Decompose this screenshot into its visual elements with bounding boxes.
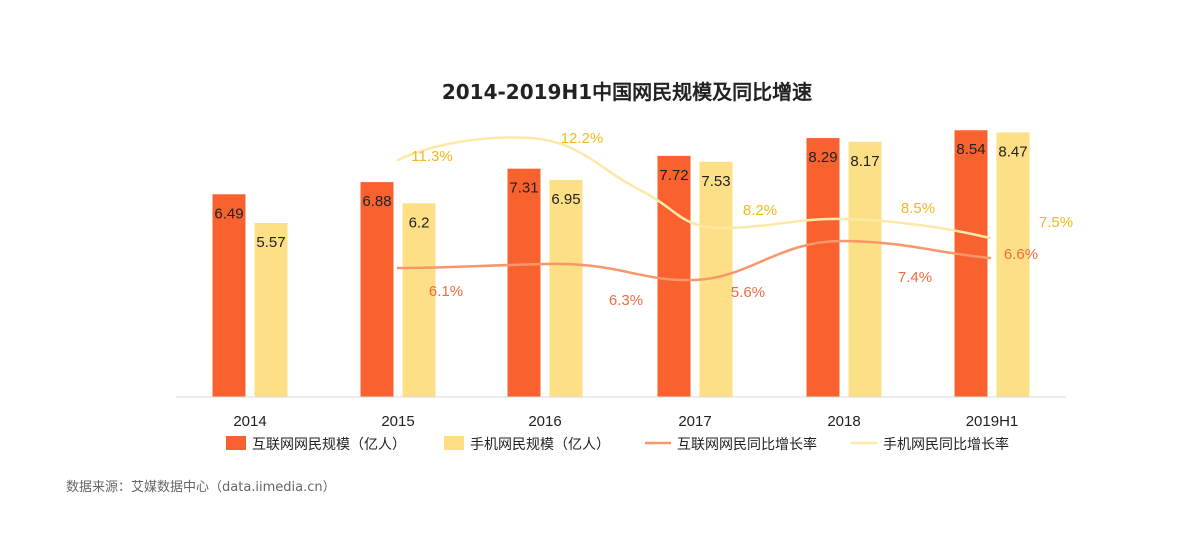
legend-label-1: 互联网网民规模（亿人） — [252, 437, 406, 453]
internet-users-label-2016: 7.31 — [509, 180, 538, 197]
mobile-users-label-2015: 6.2 — [409, 214, 430, 231]
internet-growth-label-2018: 7.4% — [898, 269, 932, 286]
internet-growth-label-2016: 6.3% — [609, 292, 643, 309]
internet-users-bar-2015 — [360, 182, 394, 397]
internet-users-bar-2016 — [507, 168, 541, 397]
legend: 互联网网民规模（亿人） 手机网民规模（亿人） 互联网网民同比增长率 手机网民同比增长率 — [226, 436, 1009, 453]
internet-users-label-2019H1: 8.54 — [956, 141, 985, 158]
mobile-growth-label-2019H1: 7.5% — [1039, 214, 1073, 231]
internet-growth-label-2017: 5.6% — [731, 284, 765, 301]
internet-users-bar-2014 — [212, 194, 246, 397]
bars-layer: 6.49 6.88 7.31 7.72 8.29 8.54 5.57 6.2 6.95 7.53 8… — [212, 130, 1030, 398]
legend-swatch-1 — [226, 436, 246, 450]
mobile-users-bar-2014 — [254, 223, 288, 397]
internet-users-bar-2019H1 — [954, 130, 988, 398]
mobile-users-label-2017: 7.53 — [701, 173, 730, 190]
x-tick-label-2019H1: 2019H1 — [966, 413, 1019, 430]
x-tick-label-2018: 2018 — [827, 413, 860, 430]
mobile-users-label-2018: 8.17 — [850, 153, 879, 170]
internet-users-bar-2018 — [806, 138, 840, 397]
x-tick-label-2016: 2016 — [528, 413, 561, 430]
mobile-users-bar-2016 — [549, 179, 583, 397]
lines-layer: 6.1% 6.3% 5.6% 7.4% 6.6% 11.3% 12.2% 8.2% 8.5% 7.… — [396, 130, 1073, 309]
chart-title: 2014-2019H1中国网民规模及同比增速 — [442, 80, 812, 104]
legend-label-4: 手机网民同比增长率 — [883, 436, 1009, 453]
internet-users-label-2014: 6.49 — [214, 205, 243, 222]
mobile-users-bar-2015 — [402, 203, 436, 397]
internet-growth-label-2019H1: 6.6% — [1004, 246, 1038, 263]
internet-users-label-2015: 6.88 — [362, 193, 391, 210]
internet-users-label-2017: 7.72 — [659, 167, 688, 184]
mobile-users-bar-2019H1 — [996, 132, 1030, 397]
x-tick-label-2015: 2015 — [381, 413, 414, 430]
legend-swatch-2 — [444, 436, 464, 450]
internet-growth-label-2015: 6.1% — [429, 283, 463, 300]
internet-users-label-2018: 8.29 — [808, 149, 837, 166]
legend-label-2: 手机网民规模（亿人） — [470, 437, 610, 453]
mobile-users-label-2019H1: 8.47 — [998, 143, 1027, 160]
x-tick-label-2017: 2017 — [678, 413, 711, 430]
x-tick-label-2014: 2014 — [233, 413, 266, 430]
mobile-users-label-2014: 5.57 — [256, 234, 285, 251]
legend-label-3: 互联网网民同比增长率 — [677, 436, 817, 453]
internet-users-bar-2017 — [657, 155, 691, 397]
mobile-growth-label-2015: 11.3% — [411, 148, 452, 165]
mobile-growth-label-2017: 8.2% — [743, 202, 777, 219]
x-axis-ticks: 2014 2015 2016 2017 2018 2019H1 — [233, 413, 1018, 430]
internet-growth-line — [396, 239, 992, 282]
mobile-users-bar-2018 — [848, 141, 882, 397]
mobile-growth-line — [396, 136, 992, 240]
mobile-users-label-2016: 6.95 — [551, 191, 580, 208]
mobile-growth-label-2016: 12.2% — [561, 130, 604, 147]
source-note: 数据来源：艾媒数据中心（data.iimedia.cn） — [66, 480, 336, 495]
mobile-growth-label-2018: 8.5% — [901, 200, 935, 217]
